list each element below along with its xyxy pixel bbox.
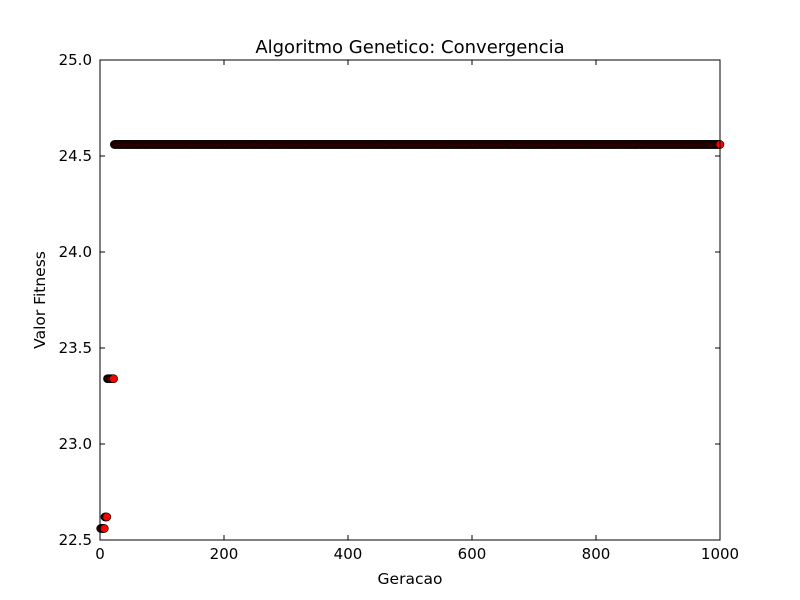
data-point bbox=[102, 512, 112, 522]
data-point bbox=[109, 374, 118, 384]
plot-area-frame bbox=[99, 59, 721, 541]
x-tick-label: 400 bbox=[334, 545, 363, 563]
x-tick-label: 800 bbox=[582, 545, 611, 563]
y-tick-label: 22.5 bbox=[59, 531, 92, 549]
y-tick-label: 23.5 bbox=[59, 339, 92, 357]
x-axis-label: Geracao bbox=[378, 570, 443, 588]
data-point bbox=[100, 524, 109, 533]
y-tick-label: 25.0 bbox=[59, 51, 92, 69]
chart-title: Algoritmo Genetico: Convergencia bbox=[255, 37, 564, 58]
x-tick-label: 200 bbox=[210, 545, 239, 563]
x-tick-label: 600 bbox=[458, 545, 487, 563]
y-tick-label: 24.5 bbox=[59, 147, 92, 165]
y-axis-ticks: 22.5 23.0 23.5 24.0 24.5 25.0 bbox=[59, 51, 720, 549]
x-tick-label: 1000 bbox=[701, 545, 739, 563]
y-tick-label: 23.0 bbox=[59, 435, 92, 453]
y-axis-label: Valor Fitness bbox=[31, 251, 49, 349]
x-tick-label: 0 bbox=[95, 545, 105, 563]
data-markers bbox=[96, 140, 725, 533]
y-tick-label: 24.0 bbox=[59, 243, 92, 261]
x-axis-ticks: 0 200 400 600 800 1000 bbox=[95, 60, 739, 563]
